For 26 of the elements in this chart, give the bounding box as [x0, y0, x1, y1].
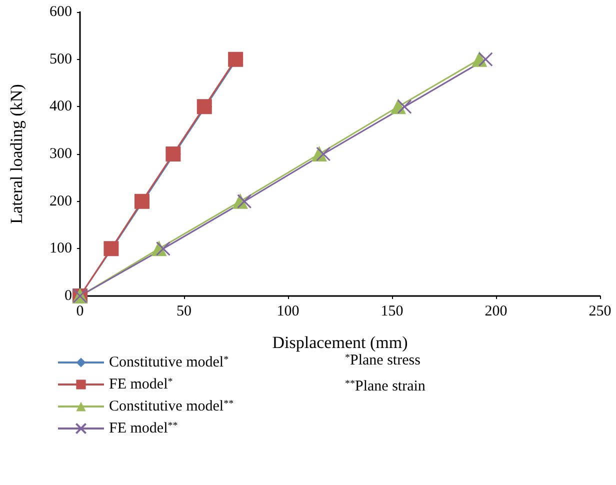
- x-tick-label: 250: [588, 304, 612, 320]
- y-axis-title: Lateral loading (kN): [7, 84, 26, 224]
- legend-label: Constitutive model**: [109, 398, 234, 414]
- y-tick-label: 600: [50, 4, 72, 20]
- point: [478, 52, 493, 67]
- point: [397, 99, 412, 114]
- point: [316, 146, 331, 162]
- text: **Plane strain: [345, 378, 426, 394]
- point: [156, 241, 170, 256]
- legend-label: Constitutive model*: [109, 354, 229, 370]
- y-tick-label: 500: [50, 51, 72, 68]
- legend-label: FE model**: [109, 420, 178, 436]
- x-axis-title: Displacement (mm): [272, 333, 408, 352]
- point: [237, 194, 252, 209]
- y-tick-label: 300: [50, 146, 72, 162]
- y-tick-label: 200: [50, 193, 72, 210]
- x-tick-label: 200: [484, 304, 508, 320]
- x-tick-label: 0: [76, 304, 84, 320]
- x-tick-label: 100: [276, 304, 300, 320]
- y-tick-label: 400: [50, 98, 72, 115]
- x-tick-label: 50: [176, 304, 192, 320]
- y-tick-label: 100: [50, 240, 72, 257]
- y-tick-label: 0: [64, 288, 72, 304]
- legend-label: FE model*: [109, 376, 173, 392]
- x-tick-label: 150: [380, 304, 404, 320]
- text: *Plane stress: [345, 352, 421, 368]
